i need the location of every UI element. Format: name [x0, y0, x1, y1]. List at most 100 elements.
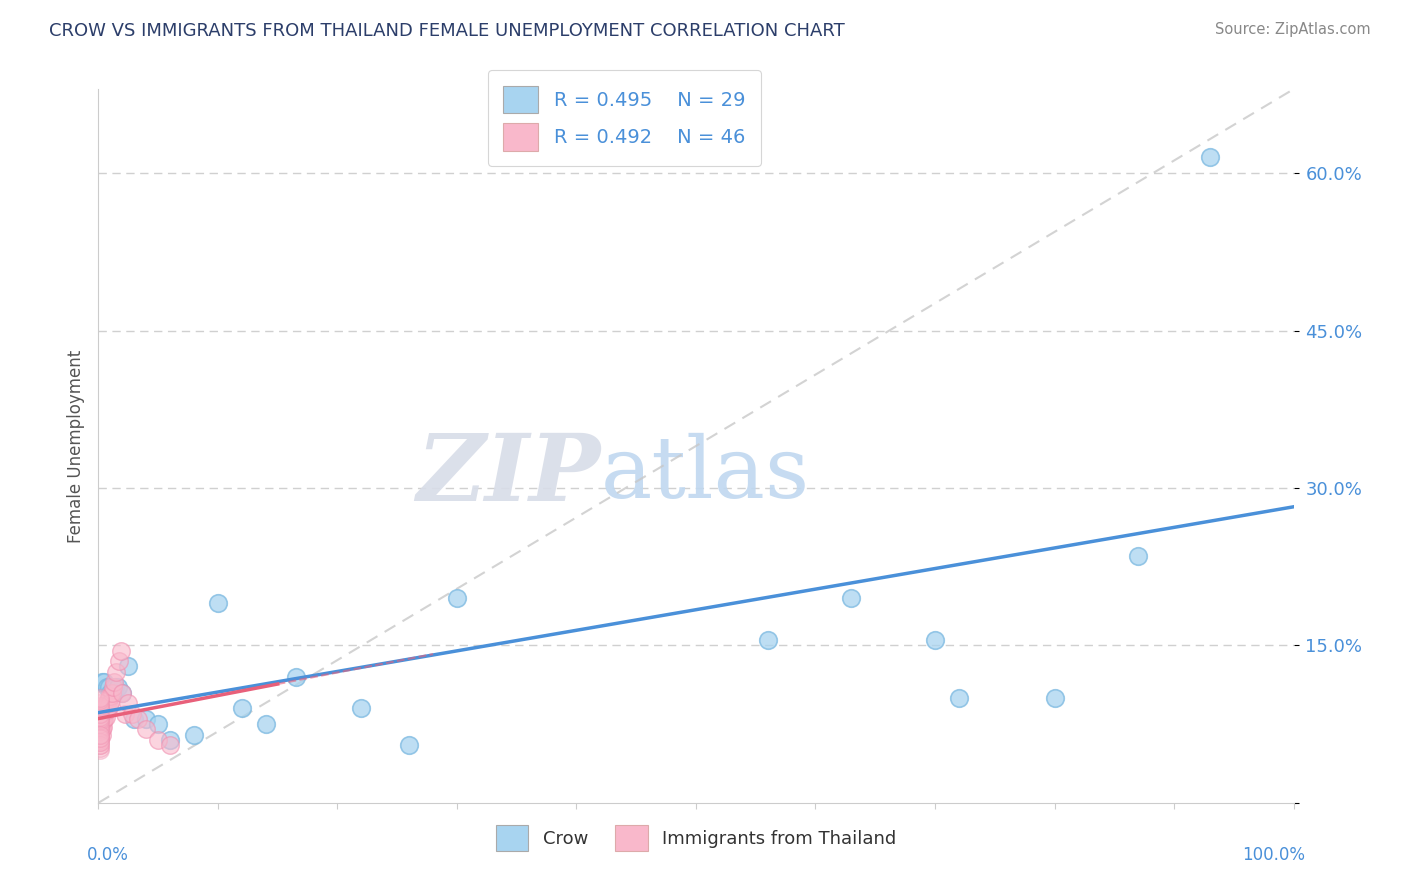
- Point: [89, 731, 111, 745]
- Point: [90, 724, 112, 739]
- Point: [117, 696, 139, 710]
- Point: [89, 743, 111, 757]
- Point: [159, 732, 181, 747]
- Point: [90, 710, 112, 724]
- Point: [135, 723, 157, 737]
- Point: [89, 732, 111, 747]
- Point: [446, 591, 468, 606]
- Point: [159, 738, 181, 752]
- Point: [111, 685, 134, 699]
- Text: 0.0%: 0.0%: [87, 846, 128, 863]
- Point: [231, 701, 253, 715]
- Point: [183, 728, 205, 742]
- Point: [89, 699, 111, 714]
- Point: [91, 728, 114, 742]
- Point: [100, 685, 122, 699]
- Point: [284, 670, 307, 684]
- Point: [111, 685, 134, 699]
- Point: [89, 724, 111, 739]
- Point: [89, 741, 111, 756]
- Legend: Crow, Immigrants from Thailand: Crow, Immigrants from Thailand: [488, 818, 904, 858]
- Point: [89, 703, 111, 717]
- Point: [98, 699, 121, 714]
- Point: [1128, 549, 1150, 564]
- Point: [135, 712, 157, 726]
- Point: [89, 710, 111, 724]
- Point: [93, 706, 115, 721]
- Point: [107, 681, 129, 695]
- Point: [91, 720, 114, 734]
- Text: CROW VS IMMIGRANTS FROM THAILAND FEMALE UNEMPLOYMENT CORRELATION CHART: CROW VS IMMIGRANTS FROM THAILAND FEMALE …: [49, 22, 845, 40]
- Point: [98, 690, 121, 705]
- Point: [207, 596, 229, 610]
- Point: [93, 701, 115, 715]
- Point: [91, 710, 114, 724]
- Point: [89, 717, 111, 731]
- Point: [98, 685, 122, 699]
- Point: [948, 690, 970, 705]
- Point: [101, 681, 124, 695]
- Point: [89, 717, 111, 731]
- Point: [96, 703, 118, 717]
- Point: [98, 696, 122, 710]
- Point: [89, 728, 111, 742]
- Text: ZIP: ZIP: [416, 430, 600, 519]
- Point: [98, 681, 121, 695]
- Point: [105, 665, 128, 679]
- Point: [89, 735, 111, 749]
- Point: [90, 720, 112, 734]
- Point: [89, 735, 111, 749]
- Point: [91, 706, 114, 721]
- Point: [89, 701, 111, 715]
- Point: [924, 633, 946, 648]
- Point: [91, 675, 114, 690]
- Point: [93, 712, 115, 726]
- Point: [98, 689, 122, 703]
- Point: [91, 703, 114, 717]
- Point: [91, 712, 114, 726]
- Text: Source: ZipAtlas.com: Source: ZipAtlas.com: [1215, 22, 1371, 37]
- Point: [121, 706, 143, 721]
- Point: [89, 720, 111, 734]
- Point: [93, 675, 115, 690]
- Point: [89, 738, 111, 752]
- Point: [1199, 150, 1222, 164]
- Point: [91, 714, 114, 728]
- Point: [89, 693, 111, 707]
- Point: [90, 714, 112, 728]
- Point: [350, 701, 373, 715]
- Point: [96, 681, 118, 695]
- Point: [127, 712, 149, 726]
- Y-axis label: Female Unemployment: Female Unemployment: [66, 350, 84, 542]
- Point: [841, 591, 863, 606]
- Point: [94, 703, 117, 717]
- Point: [91, 723, 114, 737]
- Point: [94, 699, 117, 714]
- Point: [89, 731, 111, 745]
- Point: [89, 720, 111, 734]
- Point: [89, 738, 111, 752]
- Point: [89, 706, 111, 721]
- Point: [254, 717, 277, 731]
- Point: [89, 728, 111, 742]
- Point: [89, 728, 111, 742]
- Point: [398, 738, 420, 752]
- Point: [756, 633, 779, 648]
- Point: [89, 714, 111, 728]
- Point: [89, 712, 111, 726]
- Text: atlas: atlas: [600, 433, 810, 516]
- Text: 100.0%: 100.0%: [1243, 846, 1306, 863]
- Point: [148, 732, 170, 747]
- Point: [89, 696, 111, 710]
- Point: [117, 659, 139, 673]
- Point: [103, 675, 125, 690]
- Point: [89, 690, 111, 705]
- Point: [97, 693, 120, 707]
- Point: [110, 643, 132, 657]
- Point: [101, 685, 124, 699]
- Point: [96, 696, 118, 710]
- Point: [107, 654, 129, 668]
- Point: [114, 706, 136, 721]
- Point: [94, 710, 117, 724]
- Point: [1043, 690, 1066, 705]
